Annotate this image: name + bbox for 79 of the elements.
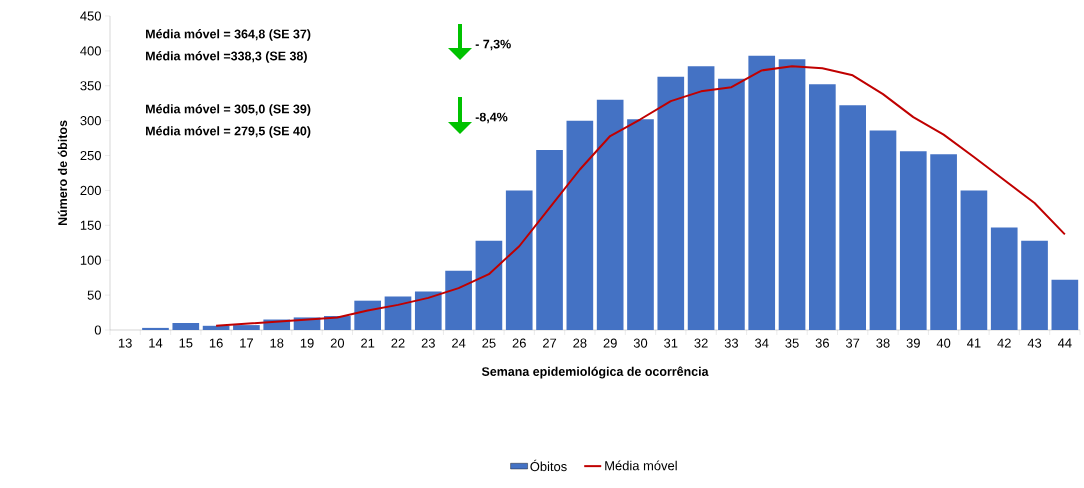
x-tick-label: 32 (694, 338, 708, 348)
bar (1051, 279, 1079, 330)
bar (142, 327, 169, 330)
x-tick-label: 25 (482, 338, 496, 348)
x-tick-label: 17 (240, 338, 253, 348)
x-tick-label: 36 (815, 338, 829, 348)
x-tick-label: 39 (906, 338, 920, 348)
y-tick-label: 200 (80, 185, 101, 196)
bar (687, 66, 715, 330)
x-tick-label: 19 (300, 338, 314, 348)
x-tick-label: 29 (603, 338, 617, 348)
bar (475, 240, 503, 330)
bar (748, 55, 776, 330)
annotation: Média móvel = 305,0 (SE 39) (146, 104, 311, 116)
x-tick-label: 14 (149, 338, 163, 348)
y-tick-label: 300 (80, 116, 101, 126)
bar (172, 323, 200, 330)
y-tick-label: 450 (80, 11, 101, 21)
x-axis-title: Semana epidemiológica de ocorrência (481, 366, 709, 379)
x-tick-label: 21 (361, 338, 375, 348)
bar (354, 300, 381, 330)
x-tick-label: 23 (421, 338, 435, 348)
x-tick-label: 15 (179, 338, 193, 348)
x-tick-label: 26 (512, 338, 526, 348)
bar (990, 227, 1018, 330)
annotation: - 7,3% (475, 39, 511, 51)
legend-label: Média móvel (605, 460, 677, 471)
bar (809, 84, 836, 330)
x-tick-label: 42 (997, 338, 1011, 348)
bar (627, 119, 654, 330)
x-tick-label: 20 (330, 338, 345, 348)
x-tick-label: 38 (876, 338, 890, 348)
x-tick-label: 40 (936, 338, 951, 348)
bar (445, 270, 472, 330)
x-tick-label: 37 (845, 338, 860, 348)
x-tick-label: 43 (1027, 338, 1042, 348)
legend-label: Óbitos (530, 459, 567, 472)
bar (930, 154, 957, 330)
bar (233, 325, 260, 330)
x-tick-label: 22 (391, 338, 405, 348)
y-tick-label: 400 (80, 46, 101, 56)
annotation: -8,4% (475, 112, 508, 124)
y-tick-label: 100 (80, 255, 101, 265)
x-tick-label: 16 (209, 338, 223, 348)
bar (596, 99, 624, 330)
x-tick-label: 30 (633, 338, 648, 348)
y-tick-label: 150 (80, 220, 101, 230)
bar (1021, 240, 1048, 330)
x-tick-label: 34 (755, 338, 769, 348)
bar (384, 296, 412, 330)
bar (899, 151, 927, 330)
bar (960, 190, 988, 330)
x-tick-label: 31 (664, 338, 678, 348)
bar (718, 78, 745, 330)
x-tick-label: 24 (452, 338, 466, 348)
bar (505, 190, 533, 330)
bar (566, 120, 594, 330)
x-tick-label: 28 (573, 338, 587, 348)
annotation: Média móvel = 279,5 (SE 40) (146, 126, 311, 138)
bar (839, 105, 866, 330)
bar (536, 149, 563, 330)
bar (414, 291, 442, 330)
x-tick-label: 35 (785, 338, 799, 348)
bar (657, 76, 685, 330)
y-tick-label: 250 (80, 150, 101, 161)
bar (778, 59, 806, 330)
annotation: Média móvel = 364,8 (SE 37) (146, 29, 311, 41)
y-tick-label: 350 (80, 81, 101, 91)
x-tick-label: 13 (118, 338, 132, 348)
annotation: Média móvel =338,3 (SE 38) (146, 51, 307, 63)
x-tick-label: 27 (542, 338, 557, 348)
x-tick-label: 44 (1057, 338, 1072, 348)
x-tick-label: 33 (724, 338, 739, 348)
x-tick-label: 41 (967, 338, 981, 348)
y-tick-label: 50 (87, 290, 101, 300)
bar (869, 130, 897, 330)
y-axis-title: Número de óbitos (57, 120, 68, 226)
x-tick-label: 18 (270, 338, 284, 348)
y-tick-label: 0 (94, 325, 101, 335)
